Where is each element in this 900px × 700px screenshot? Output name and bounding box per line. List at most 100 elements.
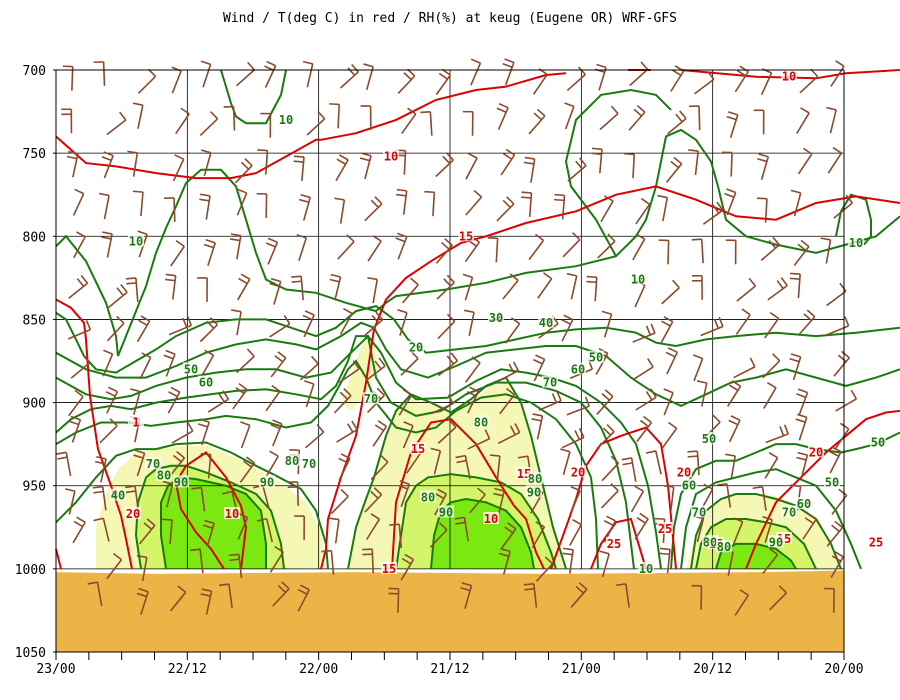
contour-label-red: 20: [809, 445, 823, 459]
contour-label-green: 10: [849, 236, 863, 250]
wind-barb: [239, 456, 256, 483]
wind-barb: [796, 107, 810, 134]
contour-label-green: 60: [571, 362, 585, 376]
temp-contour-20: [745, 409, 900, 570]
wind-barb: [762, 547, 779, 575]
wind-barb: [265, 450, 279, 478]
wind-barb: [125, 485, 140, 510]
wind-barb: [824, 587, 835, 613]
y-tick-label: 1050: [15, 646, 46, 661]
wind-barb: [398, 388, 413, 416]
wind-barb: [570, 582, 588, 608]
contour-label-green: 60: [682, 479, 696, 493]
wind-barb: [171, 66, 182, 94]
wind-barb: [101, 231, 113, 258]
contour-label-green: 40: [539, 316, 553, 330]
rh-contour-50: [55, 335, 635, 570]
rh-contour-10: [55, 128, 900, 357]
wind-barb: [429, 522, 448, 548]
temp-contour-15: [391, 418, 545, 570]
wind-barb: [333, 388, 352, 414]
contour-label-red: 10: [782, 70, 796, 84]
wind-barb: [489, 454, 501, 480]
wind-barb: [726, 111, 739, 139]
wind-barb: [435, 68, 451, 96]
wind-barb: [362, 548, 374, 574]
wind-barb: [388, 587, 400, 613]
wind-barb: [826, 316, 850, 336]
contour-label-red: 15: [411, 442, 425, 456]
wind-barb: [769, 585, 787, 611]
contour-label-red: 15: [382, 562, 396, 576]
wind-barb: [200, 60, 212, 88]
wind-barb: [632, 358, 654, 381]
contour-label-green: 80: [157, 469, 171, 483]
wind-barb: [599, 550, 610, 578]
wind-barb: [466, 386, 480, 414]
wind-barb: [297, 584, 311, 612]
wind-barb: [470, 58, 482, 86]
wind-barb: [628, 104, 646, 131]
wind-barb: [367, 276, 379, 304]
ground-surface: [56, 570, 844, 652]
contour-label-green: 80: [285, 454, 299, 468]
wind-barb: [162, 518, 173, 545]
wind-barb: [538, 391, 562, 411]
wind-barb: [93, 517, 110, 542]
wind-barb: [735, 308, 751, 335]
contour-label-green: 50: [871, 435, 885, 449]
contour-label-green: 80: [474, 416, 488, 430]
wind-barb: [170, 240, 185, 267]
contour-label-green: 20: [409, 341, 423, 355]
wind-barb: [169, 585, 187, 612]
wind-barb: [329, 103, 341, 129]
wind-barb: [734, 589, 750, 616]
wind-barb: [569, 518, 583, 546]
contour-label-green: 60: [797, 497, 811, 511]
wind-barb: [667, 110, 687, 135]
wind-barb: [762, 516, 773, 543]
wind-barb: [395, 232, 408, 260]
wind-barb: [665, 347, 679, 375]
wind-barb: [600, 195, 614, 223]
x-tick-label: 23/00: [36, 662, 75, 677]
wind-barb: [725, 239, 737, 265]
wind-barb: [732, 517, 744, 545]
wind-barb: [532, 68, 548, 95]
wind-barb: [688, 149, 699, 175]
y-tick-label: 750: [23, 147, 46, 162]
y-tick-label: 800: [23, 230, 46, 245]
wind-barb: [561, 314, 574, 342]
wind-barb: [229, 233, 242, 260]
wind-barb: [136, 587, 149, 615]
wind-barb: [235, 61, 255, 87]
wind-barb: [335, 154, 349, 182]
wind-barb: [797, 147, 813, 175]
wind-barb: [763, 382, 777, 409]
wind-barb: [460, 582, 473, 609]
wind-barb: [435, 152, 454, 178]
wind-barb: [760, 236, 780, 262]
wind-barb: [99, 418, 118, 444]
wind-barb: [586, 275, 598, 302]
contour-label-red: 10: [384, 149, 398, 163]
chart-title: Wind / T(deg C) in red / RH(%) at keug (…: [223, 11, 677, 26]
wind-barb: [93, 61, 106, 86]
wind-barb: [207, 390, 230, 413]
wind-barb: [724, 188, 737, 216]
wind-barb: [757, 153, 770, 181]
wind-barb: [72, 188, 85, 216]
y-tick-label: 900: [23, 397, 46, 412]
wind-barb: [401, 107, 417, 135]
contour-label-green: 90: [769, 535, 783, 549]
contour-label-green: 50: [589, 351, 603, 365]
wind-barb: [101, 151, 114, 179]
wind-barb: [700, 316, 724, 337]
wind-barb: [162, 480, 174, 508]
wind-barb: [691, 274, 703, 300]
wind-barb: [199, 317, 218, 343]
wind-barb: [467, 429, 491, 450]
wind-barb: [523, 156, 536, 183]
x-tick-label: 20/00: [824, 662, 863, 677]
wind-barb: [364, 311, 384, 337]
